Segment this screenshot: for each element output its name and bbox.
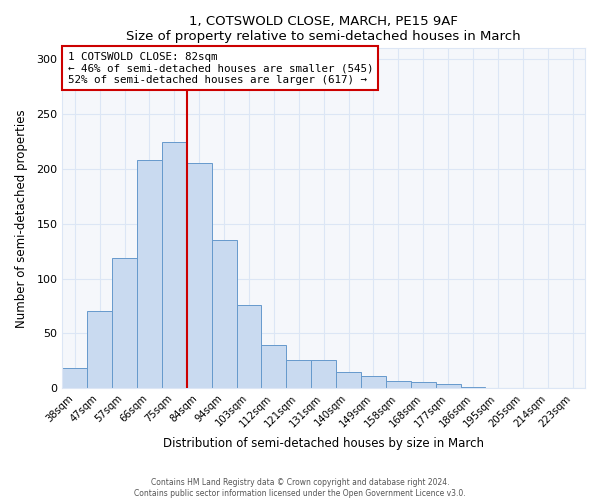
Text: Contains HM Land Registry data © Crown copyright and database right 2024.
Contai: Contains HM Land Registry data © Crown c… — [134, 478, 466, 498]
Bar — [262, 346, 286, 388]
Bar — [62, 368, 87, 388]
Bar — [386, 380, 411, 388]
Bar — [286, 360, 311, 388]
Bar — [112, 258, 137, 388]
Bar — [461, 387, 485, 388]
Title: 1, COTSWOLD CLOSE, MARCH, PE15 9AF
Size of property relative to semi-detached ho: 1, COTSWOLD CLOSE, MARCH, PE15 9AF Size … — [127, 15, 521, 43]
Bar — [336, 372, 361, 388]
Bar — [236, 305, 262, 388]
Bar — [137, 160, 162, 388]
X-axis label: Distribution of semi-detached houses by size in March: Distribution of semi-detached houses by … — [163, 437, 484, 450]
Bar — [311, 360, 336, 388]
Bar — [187, 164, 212, 388]
Text: 1 COTSWOLD CLOSE: 82sqm
← 46% of semi-detached houses are smaller (545)
52% of s: 1 COTSWOLD CLOSE: 82sqm ← 46% of semi-de… — [68, 52, 373, 85]
Bar — [87, 312, 112, 388]
Bar — [212, 240, 236, 388]
Y-axis label: Number of semi-detached properties: Number of semi-detached properties — [15, 109, 28, 328]
Bar — [411, 382, 436, 388]
Bar — [361, 376, 386, 388]
Bar — [436, 384, 461, 388]
Bar — [162, 142, 187, 388]
